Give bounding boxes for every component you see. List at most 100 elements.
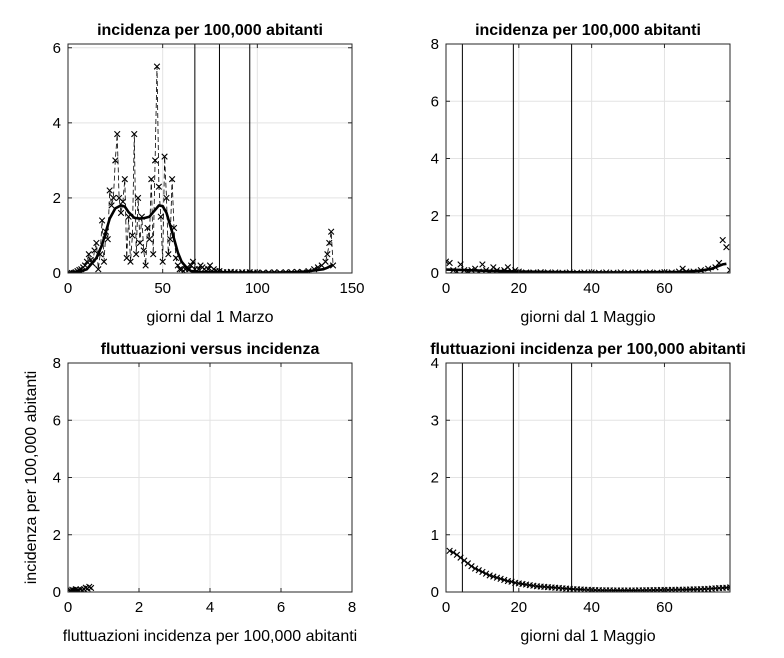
- data-point-marker: [93, 239, 100, 247]
- data-point-marker: [153, 63, 161, 70]
- data-point-marker: [461, 557, 468, 564]
- data-point-marker: [106, 187, 113, 194]
- data-point-marker: [104, 236, 111, 243]
- y-tick-label: 8: [431, 36, 439, 53]
- y-tick-label: 1: [431, 527, 439, 544]
- axes-box: [67, 43, 353, 274]
- chart-title: fluttuazioni versus incidenza: [101, 341, 320, 358]
- y-tick-label: 4: [431, 355, 439, 372]
- x-axis-label: giorni dal 1 Marzo: [146, 309, 273, 326]
- y-tick-label: 2: [431, 208, 439, 225]
- data-point-marker: [159, 258, 166, 265]
- data-point-marker: [98, 217, 106, 224]
- y-tick-label: 4: [53, 470, 61, 487]
- data-point-marker: [457, 261, 464, 268]
- data-point-marker: [155, 183, 163, 190]
- data-point-marker: [327, 228, 335, 235]
- data-point-marker: [468, 563, 475, 570]
- data-point-marker: [161, 153, 168, 160]
- x-tick-label: 0: [442, 599, 450, 616]
- y-tick-label: 4: [53, 115, 61, 132]
- x-axis-label: giorni dal 1 Maggio: [520, 628, 655, 645]
- data-point-marker: [471, 565, 479, 572]
- x-tick-label: 0: [64, 599, 72, 616]
- x-tick-label: 40: [583, 280, 600, 297]
- data-point-marker: [119, 198, 127, 205]
- data-point-marker: [464, 560, 472, 567]
- data-point-marker: [479, 261, 486, 268]
- smooth-series-line: [446, 262, 727, 273]
- subplot-1: 0 50 100 150 0 2 4 6 incidenza per 100,000 abita…: [53, 22, 365, 326]
- data-point-marker: [68, 269, 75, 273]
- data-point-marker: [112, 157, 119, 164]
- data-point-marker: [326, 239, 333, 247]
- data-point-marker: [151, 157, 159, 164]
- y-tick-label: 6: [53, 412, 61, 429]
- y-tick-label: 2: [431, 470, 439, 487]
- data-point-marker: [100, 258, 108, 265]
- data-point-marker: [450, 549, 457, 556]
- data-point-marker: [497, 575, 504, 583]
- data-point-marker: [85, 251, 93, 258]
- data-point-marker: [140, 247, 147, 254]
- data-point-marker: [324, 251, 331, 258]
- data-point-marker: [131, 130, 138, 138]
- x-tick-label: 8: [348, 599, 356, 616]
- data-point-marker: [87, 584, 95, 592]
- data-point-marker: [150, 251, 157, 258]
- data-point-marker: [719, 236, 726, 244]
- subplot-2: 0 20 40 60 0 2 4 6 8 incidenza per 100,000 abitan…: [431, 22, 731, 326]
- x-tick-label: 0: [64, 280, 72, 297]
- data-point-marker: [127, 258, 134, 265]
- data-point-marker: [136, 239, 144, 247]
- data-point-marker: [144, 224, 151, 232]
- x-tick-label: 20: [510, 599, 527, 616]
- data-point-marker: [189, 258, 197, 265]
- data-point-marker: [142, 262, 149, 269]
- y-tick-label: 0: [431, 265, 439, 282]
- data-point-marker: [117, 209, 125, 217]
- data-point-marker: [157, 213, 164, 220]
- data-point-marker: [176, 266, 183, 273]
- data-point-marker: [723, 244, 730, 251]
- data-point-marker: [482, 570, 490, 577]
- data-point-marker: [726, 266, 730, 273]
- data-point-marker: [108, 202, 115, 209]
- y-tick-label: 2: [53, 527, 61, 544]
- x-tick-label: 4: [206, 599, 214, 616]
- data-point-marker: [148, 175, 155, 183]
- data-point-marker: [322, 258, 329, 265]
- chart-title: fluttuazioni incidenza per 100,000 abita…: [430, 341, 746, 358]
- data-point-marker: [134, 194, 142, 202]
- x-axis-label: giorni dal 1 Maggio: [520, 309, 655, 326]
- x-tick-label: 40: [583, 599, 600, 616]
- data-point-marker: [114, 130, 121, 138]
- chart-title: incidenza per 100,000 abitanti: [97, 22, 323, 39]
- data-point-marker: [508, 578, 515, 585]
- data-point-marker: [146, 236, 153, 243]
- x-tick-label: 2: [135, 599, 143, 616]
- smooth-series-line: [68, 204, 334, 273]
- data-point-marker: [501, 576, 508, 584]
- data-point-marker: [165, 251, 172, 258]
- data-point-marker: [493, 574, 501, 581]
- x-tick-label: 20: [510, 280, 527, 297]
- x-tick-label: 100: [245, 280, 270, 297]
- y-tick-label: 4: [431, 151, 439, 168]
- data-point-marker: [490, 573, 497, 580]
- x-tick-label: 50: [154, 280, 171, 297]
- data-point-marker: [446, 259, 453, 267]
- plot-area: [446, 363, 730, 592]
- y-tick-label: 6: [431, 93, 439, 110]
- data-point-marker: [172, 254, 180, 262]
- data-point-marker: [91, 247, 98, 254]
- plot-area: [68, 583, 95, 592]
- y-tick-label: 8: [53, 355, 61, 372]
- y-tick-label: 3: [431, 412, 439, 429]
- x-axis-label: fluttuazioni incidenza per 100,000 abita…: [63, 628, 357, 645]
- series-line: [449, 550, 730, 591]
- x-tick-label: 60: [656, 280, 673, 297]
- data-point-marker: [110, 194, 117, 202]
